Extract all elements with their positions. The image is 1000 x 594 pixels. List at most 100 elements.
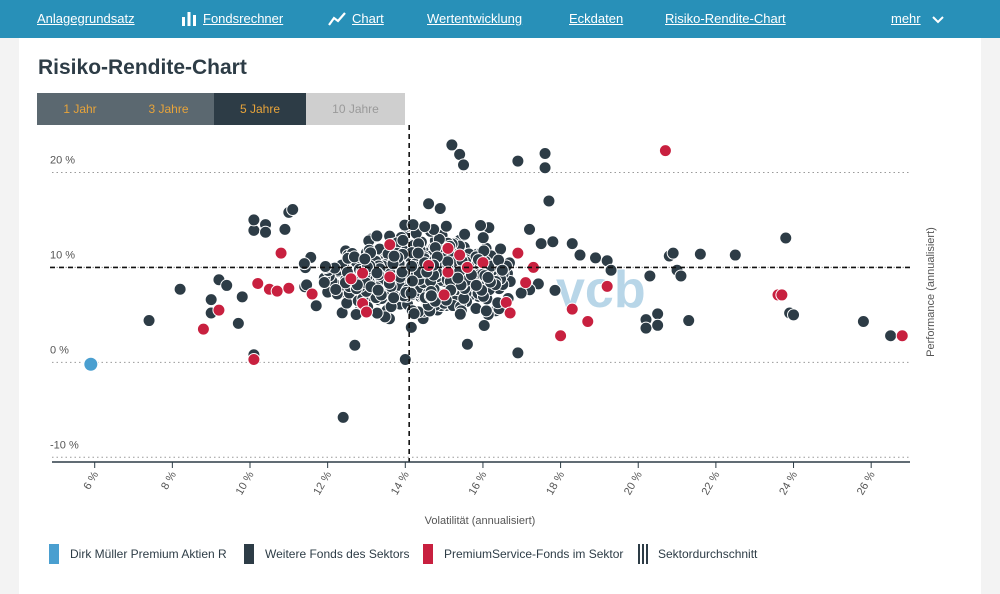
legend-highlight[interactable]: Dirk Müller Premium Aktien R bbox=[49, 544, 227, 564]
sector-fund-point bbox=[418, 220, 432, 234]
x-tick-label: 12 % bbox=[311, 469, 334, 497]
sector-fund-point bbox=[398, 352, 412, 366]
sector-fund-point bbox=[387, 249, 401, 263]
nav-mehr-label: mehr bbox=[891, 11, 921, 26]
sector-fund-point bbox=[481, 270, 495, 284]
premium-points bbox=[196, 144, 909, 366]
sector-fund-point bbox=[358, 252, 372, 266]
sector-fund-point bbox=[317, 275, 331, 289]
y-tick-label: 0 % bbox=[50, 344, 69, 356]
sector-fund-point bbox=[370, 306, 384, 320]
premium-fund-point bbox=[441, 241, 455, 255]
nav-fondsrechner[interactable]: Fondsrechner bbox=[181, 11, 283, 26]
highlight-point bbox=[83, 356, 99, 372]
sector-fund-point bbox=[451, 271, 465, 285]
sector-fund-point bbox=[479, 304, 493, 318]
legend-average[interactable]: Sektordurchschnitt bbox=[638, 544, 757, 564]
sector-fund-point bbox=[404, 286, 418, 300]
legend-premium-label: PremiumService-Fonds im Sektor bbox=[444, 547, 624, 561]
premium-fund-point bbox=[270, 284, 284, 298]
sector-fund-point bbox=[370, 266, 384, 280]
premium-fund-point bbox=[565, 302, 579, 316]
sector-fund-point bbox=[542, 194, 556, 208]
nav-chart-label: Chart bbox=[352, 11, 384, 26]
nav-wertentwicklung[interactable]: Wertentwicklung bbox=[427, 11, 523, 26]
sector-fund-point bbox=[460, 337, 474, 351]
premium-fund-point bbox=[305, 287, 319, 301]
sector-fund-point bbox=[387, 291, 401, 305]
sector-fund-point bbox=[604, 263, 618, 277]
legend-sector[interactable]: Weitere Fonds des Sektors bbox=[244, 544, 410, 564]
sector-fund-point bbox=[682, 314, 696, 328]
sector-fund-point bbox=[538, 146, 552, 160]
grid-layer bbox=[52, 171, 910, 458]
sector-fund-point bbox=[639, 321, 653, 335]
premium-fund-point bbox=[359, 305, 373, 319]
x-tick-label: 6 % bbox=[81, 469, 101, 492]
legend-premium[interactable]: PremiumService-Fonds im Sektor bbox=[423, 544, 623, 564]
sector-fund-point bbox=[546, 235, 560, 249]
tab-10-jahre[interactable]: 10 Jahre bbox=[306, 93, 405, 125]
x-tick-label: 24 % bbox=[777, 469, 800, 497]
premium-fund-point bbox=[554, 329, 568, 343]
premium-fund-point bbox=[519, 276, 533, 290]
legend-highlight-swatch bbox=[49, 544, 59, 564]
legend-premium-swatch bbox=[423, 544, 433, 564]
sector-fund-point bbox=[779, 231, 793, 245]
x-tick-label: 8 % bbox=[159, 469, 179, 492]
page-title: Risiko-Rendite-Chart bbox=[38, 56, 247, 79]
premium-fund-point bbox=[437, 288, 451, 302]
tab-3-jahre[interactable]: 3 Jahre bbox=[123, 93, 214, 125]
sector-fund-point bbox=[259, 225, 273, 239]
sector-fund-point bbox=[476, 231, 490, 245]
sector-fund-point bbox=[511, 154, 525, 168]
sector-fund-point bbox=[511, 346, 525, 360]
sector-fund-point bbox=[651, 307, 665, 321]
sector-fund-point bbox=[235, 290, 249, 304]
premium-fund-point bbox=[356, 266, 370, 280]
bar-chart-icon bbox=[182, 12, 196, 26]
nav-risiko-rendite-chart[interactable]: Risiko-Rendite-Chart bbox=[665, 11, 786, 26]
sector-fund-point bbox=[204, 293, 218, 307]
sector-fund-point bbox=[404, 320, 418, 334]
nav-chart[interactable]: Chart bbox=[328, 11, 384, 26]
sector-fund-point bbox=[457, 158, 471, 172]
legend-average-swatch bbox=[638, 544, 650, 564]
tab-5-jahre[interactable]: 5 Jahre bbox=[214, 93, 306, 125]
sector-fund-point bbox=[173, 282, 187, 296]
x-axis-label: Volatilität (annualisiert) bbox=[425, 515, 536, 527]
nav-mehr[interactable]: mehr bbox=[891, 11, 944, 26]
premium-fund-point bbox=[441, 265, 455, 279]
sector-fund-point bbox=[856, 315, 870, 329]
nav-fondsrechner-label: Fondsrechner bbox=[203, 11, 284, 26]
nav-anlagegrundsatz[interactable]: Anlagegrundsatz bbox=[37, 11, 135, 26]
premium-fund-point bbox=[212, 303, 226, 317]
premium-fund-point bbox=[476, 256, 490, 270]
sector-fund-point bbox=[424, 289, 438, 303]
sector-fund-point bbox=[407, 307, 421, 321]
sector-fund-point bbox=[538, 161, 552, 175]
sector-fund-point bbox=[318, 259, 332, 273]
y-tick-label: 20 % bbox=[50, 154, 75, 166]
premium-fund-point bbox=[453, 248, 467, 262]
x-tick-label: 22 % bbox=[700, 469, 723, 497]
sector-fund-point bbox=[453, 307, 467, 321]
sector-fund-point bbox=[348, 338, 362, 352]
premium-fund-point bbox=[422, 258, 436, 272]
nav-eckdaten[interactable]: Eckdaten bbox=[569, 11, 624, 26]
chevron-down-icon bbox=[932, 16, 944, 24]
sector-fund-point bbox=[439, 219, 453, 233]
sector-fund-point bbox=[666, 246, 680, 260]
sector-fund-point bbox=[728, 248, 742, 262]
premium-fund-point bbox=[581, 315, 595, 329]
y-axis-label: Performance (annualisiert) bbox=[925, 227, 937, 357]
premium-fund-point bbox=[895, 329, 909, 343]
sector-fund-point bbox=[405, 274, 419, 288]
sector-fund-point bbox=[474, 219, 488, 233]
tab-1-jahr[interactable]: 1 Jahr bbox=[37, 93, 123, 125]
sector-fund-point bbox=[495, 263, 509, 277]
sector-fund-point bbox=[411, 246, 425, 260]
sector-fund-point bbox=[787, 308, 801, 322]
period-tabs: 1 Jahr 3 Jahre 5 Jahre 10 Jahre bbox=[37, 93, 405, 125]
